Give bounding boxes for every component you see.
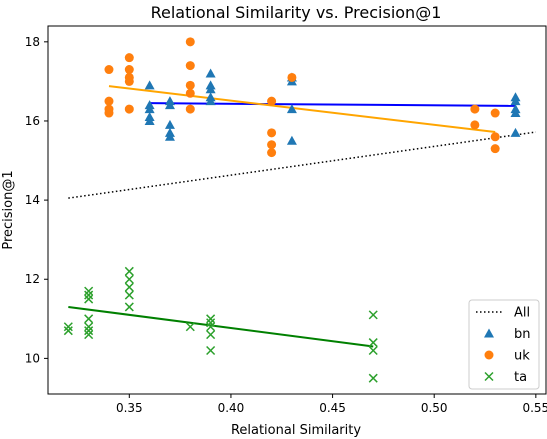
data-point-uk [267, 140, 277, 150]
data-point-ta [206, 322, 216, 332]
y-tick-label: 18 [25, 35, 40, 49]
data-point-ta [84, 326, 94, 336]
data-point-bn [286, 135, 297, 145]
data-point-uk [185, 37, 195, 47]
legend-item-all: All [476, 306, 530, 321]
data-point-ta [185, 322, 195, 332]
data-points [63, 37, 521, 383]
legend-item-ta: ta [484, 370, 527, 385]
data-point-uk [267, 96, 277, 106]
y-axis-label: Precision@1 [1, 170, 16, 249]
y-tick-label: 14 [25, 193, 40, 207]
data-point-ta [206, 345, 216, 356]
data-point-bn [164, 131, 175, 141]
data-point-uk [124, 65, 134, 75]
data-point-ta [368, 310, 378, 320]
data-point-ta [84, 294, 94, 304]
plot-area [47, 25, 547, 395]
data-point-uk [267, 148, 277, 158]
data-point-uk [490, 108, 500, 118]
data-point-bn [164, 119, 175, 129]
data-point-uk [470, 104, 480, 114]
data-point-ta [368, 338, 378, 348]
data-point-bn [144, 115, 155, 125]
data-point-uk [124, 53, 134, 63]
legend-swatch [484, 371, 494, 382]
y-tick-label: 16 [25, 114, 40, 128]
legend-label: All [514, 306, 530, 321]
data-point-uk [185, 104, 195, 114]
data-point-bn [510, 108, 521, 118]
data-point-ta [84, 322, 94, 332]
x-tick-label: 0.45 [319, 401, 346, 415]
data-point-ta [206, 330, 216, 340]
data-point-bn [164, 100, 175, 110]
trend-line-ta [68, 305, 374, 348]
data-point-uk [490, 132, 500, 142]
legend-label: bn [514, 327, 531, 342]
legend-label: ta [514, 370, 527, 385]
chart-title: Relational Similarity vs. Precision@1 [151, 3, 442, 22]
data-point-bn [205, 96, 216, 106]
trend-lines [68, 85, 536, 348]
data-point-uk [104, 96, 114, 106]
x-tick-label: 0.55 [522, 401, 547, 415]
data-point-ta [124, 282, 134, 292]
data-point-ta [84, 286, 94, 296]
data-point-ta [124, 290, 134, 300]
x-tick-label: 0.50 [421, 401, 448, 415]
data-point-ta [368, 373, 378, 383]
data-point-ta [84, 314, 94, 324]
data-point-uk [104, 108, 114, 118]
data-point-ta [63, 326, 73, 336]
legend: All bn uk ta [468, 299, 540, 390]
data-point-ta [206, 314, 216, 324]
data-point-ta [63, 322, 73, 332]
legend-label: uk [514, 349, 530, 364]
x-tick-label: 0.40 [218, 401, 245, 415]
data-point-uk [185, 61, 195, 71]
data-point-ta [124, 302, 134, 312]
data-point-ta [124, 266, 134, 276]
legend-box [468, 299, 540, 390]
legend-item-bn: bn [484, 327, 531, 342]
x-axis-label: Relational Similarity [231, 423, 361, 438]
x-tick-label: 0.35 [116, 401, 143, 415]
data-point-bn [205, 68, 216, 78]
trend-line-uk [108, 85, 496, 134]
data-point-uk [124, 76, 134, 86]
data-point-uk [470, 120, 480, 130]
legend-swatch [484, 328, 494, 338]
legend-swatch [484, 350, 494, 360]
data-point-bn [144, 104, 155, 114]
data-point-ta [368, 345, 378, 356]
data-point-uk [104, 65, 114, 75]
y-tick-label: 12 [25, 272, 40, 286]
data-point-ta [84, 330, 94, 340]
data-point-uk [490, 144, 500, 154]
data-point-ta [124, 274, 134, 284]
legend-item-uk: uk [484, 349, 530, 364]
data-point-uk [287, 72, 297, 82]
data-point-bn [510, 127, 521, 137]
y-axis-ticks: 10 12 14 16 18 [25, 35, 48, 365]
trend-line-all [68, 131, 536, 199]
x-axis-ticks: 0.35 0.40 0.45 0.50 0.55 [116, 394, 547, 415]
data-point-uk [185, 88, 195, 98]
data-point-ta [84, 290, 94, 300]
data-point-ta [206, 318, 216, 328]
data-point-bn [510, 96, 521, 106]
y-tick-label: 10 [25, 351, 40, 365]
data-point-uk [124, 104, 134, 114]
data-point-uk [185, 80, 195, 90]
data-point-uk [267, 128, 277, 138]
data-point-bn [205, 84, 216, 94]
data-point-bn [144, 80, 155, 90]
data-point-bn [286, 104, 297, 114]
